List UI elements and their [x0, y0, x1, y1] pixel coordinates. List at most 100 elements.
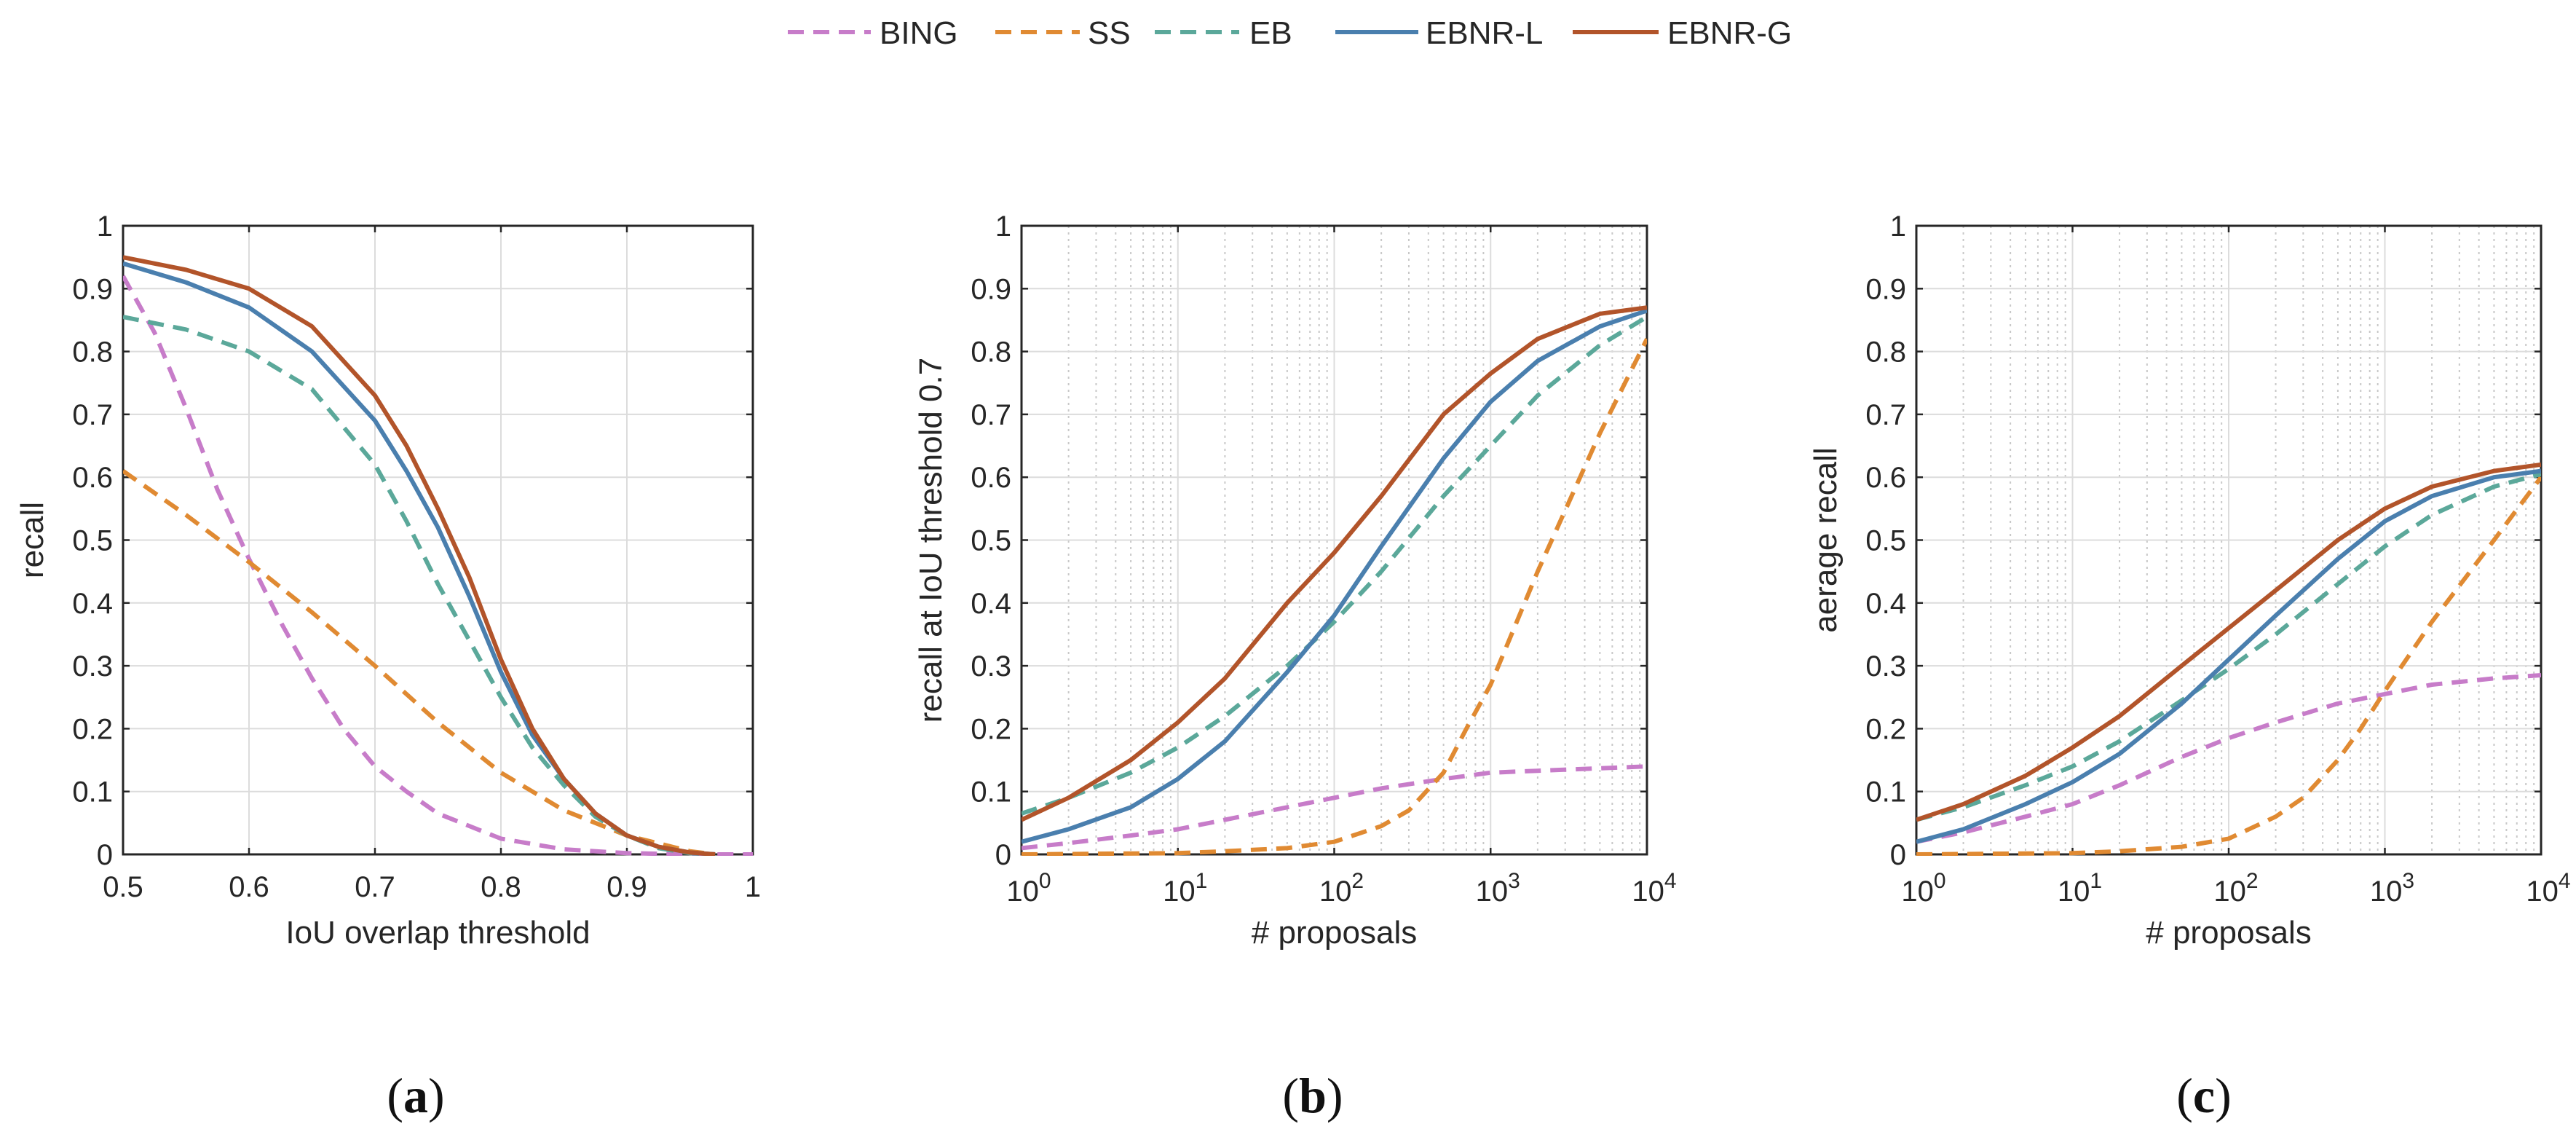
- y-tick-label: 0.4: [1865, 588, 1906, 620]
- x-axis-label: IoU overlap threshold: [285, 915, 590, 951]
- series-line-ss: [1022, 337, 1647, 856]
- y-tick-label: 0.8: [1865, 337, 1906, 369]
- series-line-ebnr-g: [123, 255, 716, 856]
- x-tick-exponent: 0: [1934, 869, 1946, 893]
- series-line-ebnr-l: [1916, 468, 2541, 844]
- x-tick-base: 10: [2213, 876, 2246, 908]
- y-tick-label: 0.7: [72, 399, 113, 431]
- x-tick-exponent: 3: [1508, 869, 1520, 893]
- y-tick-label: 0.1: [72, 776, 113, 808]
- x-tick-label: 104: [1632, 869, 1676, 908]
- subcaption-letter: b: [1299, 1068, 1327, 1123]
- x-tick-base: 10: [1319, 876, 1352, 908]
- y-tick-label: 1: [97, 210, 113, 243]
- x-tick-label: 103: [2370, 869, 2414, 908]
- x-tick-exponent: 3: [2402, 869, 2414, 893]
- y-tick-label: 0.9: [1865, 273, 1906, 305]
- series-line-bing: [123, 275, 753, 856]
- legend-label-ss: SS: [1088, 15, 1131, 51]
- series-group: [123, 255, 753, 856]
- y-tick-label: 0.5: [1865, 525, 1906, 557]
- series-line-ebnr-g: [1022, 305, 1647, 822]
- y-tick-label: 0.2: [971, 713, 1011, 745]
- x-tick-label: 102: [2213, 869, 2258, 908]
- y-tick-label: 0.4: [72, 588, 113, 620]
- series-line-ebnr-g: [1916, 462, 2541, 822]
- series-line-bing: [1916, 673, 2541, 844]
- legend: BING SS EB EBNR-L EBNR-G: [788, 15, 1792, 51]
- subcaption-b: (b): [1282, 1068, 1343, 1123]
- subcaption-close-paren: ): [2215, 1068, 2232, 1123]
- series-line-ebnr-l: [1022, 308, 1647, 844]
- x-tick-exponent: 0: [1039, 869, 1051, 893]
- subcaption-close-paren: ): [428, 1068, 445, 1123]
- y-tick-label: 0.7: [1865, 399, 1906, 431]
- series-group: [1022, 305, 1647, 856]
- y-tick-label: 0.9: [971, 273, 1011, 305]
- x-tick-exponent: 2: [2246, 869, 2259, 893]
- x-tick-base: 10: [2526, 876, 2559, 908]
- x-tick-exponent: 4: [2559, 869, 2571, 893]
- x-tick-label: 0.6: [229, 871, 269, 903]
- subcaption-open-paren: (: [2176, 1068, 2193, 1123]
- subcaption-letter: c: [2193, 1068, 2215, 1123]
- x-tick-exponent: 4: [1664, 869, 1677, 893]
- x-tick-base: 10: [1163, 876, 1196, 908]
- y-tick-label: 0.6: [72, 462, 113, 494]
- legend-label-ebnr-l: EBNR-L: [1426, 15, 1543, 51]
- y-axis-label: recall: [15, 502, 50, 578]
- x-axis-label: # proposals: [2146, 915, 2311, 951]
- x-tick-label: 101: [2058, 869, 2102, 908]
- y-tick-label: 0.3: [72, 650, 113, 682]
- y-axis-label: recall at IoU threshold 0.7: [913, 358, 949, 723]
- x-tick-label: 0.7: [355, 871, 395, 903]
- y-tick-label: 0.1: [1865, 776, 1906, 808]
- series-line-ss: [1916, 476, 2541, 856]
- x-tick-exponent: 1: [2090, 869, 2102, 893]
- y-tick-label: 0.2: [72, 713, 113, 745]
- y-tick-label: 0.5: [72, 525, 113, 557]
- x-tick-label: 102: [1319, 869, 1364, 908]
- x-tick-base: 10: [1632, 876, 1664, 908]
- y-tick-label: 0.4: [971, 588, 1011, 620]
- chart-panels: 0 0.1 0.2 0.3 0.4 0.5 0.6 0.7 0.8 0.9 1 0.5 0.6 0.7 0.…: [15, 210, 2571, 1123]
- grid: [1916, 225, 2542, 855]
- x-axis-label: # proposals: [1252, 915, 1417, 951]
- y-tick-label: 0.8: [72, 337, 113, 369]
- legend-label-ebnr-g: EBNR-G: [1667, 15, 1792, 51]
- subcaption-c: (c): [2176, 1068, 2232, 1123]
- series-line-eb: [1022, 315, 1647, 816]
- x-tick-label: 103: [1476, 869, 1520, 908]
- x-tick-base: 10: [2058, 876, 2090, 908]
- series-line-bing: [1022, 764, 1647, 851]
- series-group: [1916, 462, 2541, 856]
- subcaption-close-paren: ): [1327, 1068, 1343, 1123]
- x-tick-base: 10: [1006, 876, 1039, 908]
- x-tick-base: 10: [1901, 876, 1934, 908]
- y-tick-label: 0: [97, 839, 113, 871]
- x-tick-label: 1: [745, 871, 761, 903]
- x-tick-label: 100: [1006, 869, 1051, 908]
- y-axis-label: aerage recall: [1808, 447, 1844, 632]
- subcaption-open-paren: (: [387, 1068, 403, 1123]
- x-tick-base: 10: [2370, 876, 2403, 908]
- y-tick-label: 1: [995, 210, 1011, 243]
- subcaption-a: (a): [387, 1068, 444, 1123]
- x-tick-label: 100: [1901, 869, 1945, 908]
- x-tick-base: 10: [1476, 876, 1509, 908]
- x-tick-label: 104: [2526, 869, 2570, 908]
- y-tick-label: 0.8: [971, 337, 1011, 369]
- x-tick-exponent: 2: [1351, 869, 1364, 893]
- x-tick-label: 0.9: [607, 871, 647, 903]
- y-tick-label: 0.6: [1865, 462, 1906, 494]
- y-tick-label: 0.3: [1865, 650, 1906, 682]
- ticks: 0 0.1 0.2 0.3 0.4 0.5 0.6 0.7 0.8 0.9 1 0.5 0.6 0.7 0.…: [72, 210, 761, 903]
- y-tick-label: 0.1: [971, 776, 1011, 808]
- x-tick-label: 0.5: [103, 871, 143, 903]
- y-tick-label: 0.7: [971, 399, 1011, 431]
